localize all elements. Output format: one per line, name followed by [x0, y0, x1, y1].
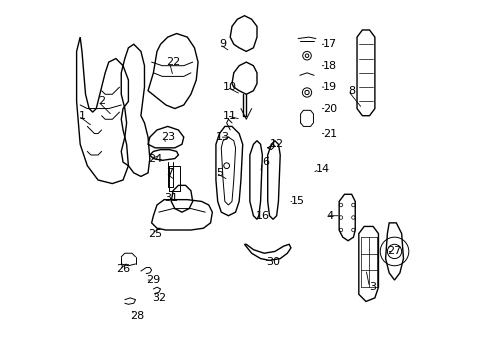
Text: 19: 19 [323, 82, 337, 92]
Text: 10: 10 [223, 82, 237, 92]
Text: 6: 6 [262, 157, 269, 167]
Text: 2: 2 [98, 96, 105, 107]
Text: 14: 14 [315, 164, 329, 174]
Text: 3: 3 [369, 282, 376, 292]
Text: 32: 32 [151, 293, 165, 303]
Text: 27: 27 [386, 247, 401, 256]
Text: 15: 15 [290, 197, 305, 206]
Text: 9: 9 [219, 39, 226, 49]
Text: 25: 25 [148, 229, 162, 239]
Text: 26: 26 [116, 264, 130, 274]
Text: 21: 21 [323, 129, 337, 139]
Text: 20: 20 [323, 104, 337, 113]
Text: 13: 13 [216, 132, 229, 142]
Text: 12: 12 [269, 139, 283, 149]
Text: 28: 28 [130, 311, 144, 321]
Text: 7: 7 [165, 168, 173, 178]
Text: 5: 5 [216, 168, 223, 178]
Text: 1: 1 [78, 111, 85, 121]
Text: 31: 31 [164, 193, 178, 203]
Text: 18: 18 [323, 61, 337, 71]
Text: 29: 29 [146, 275, 160, 285]
Text: 8: 8 [347, 86, 354, 96]
Text: 16: 16 [255, 211, 269, 221]
Text: 17: 17 [323, 39, 337, 49]
Text: 24: 24 [148, 154, 162, 163]
Text: 22: 22 [165, 57, 180, 67]
Text: 30: 30 [265, 257, 280, 267]
Text: 23: 23 [160, 132, 174, 142]
Text: 11: 11 [223, 111, 237, 121]
Text: 4: 4 [326, 211, 333, 221]
